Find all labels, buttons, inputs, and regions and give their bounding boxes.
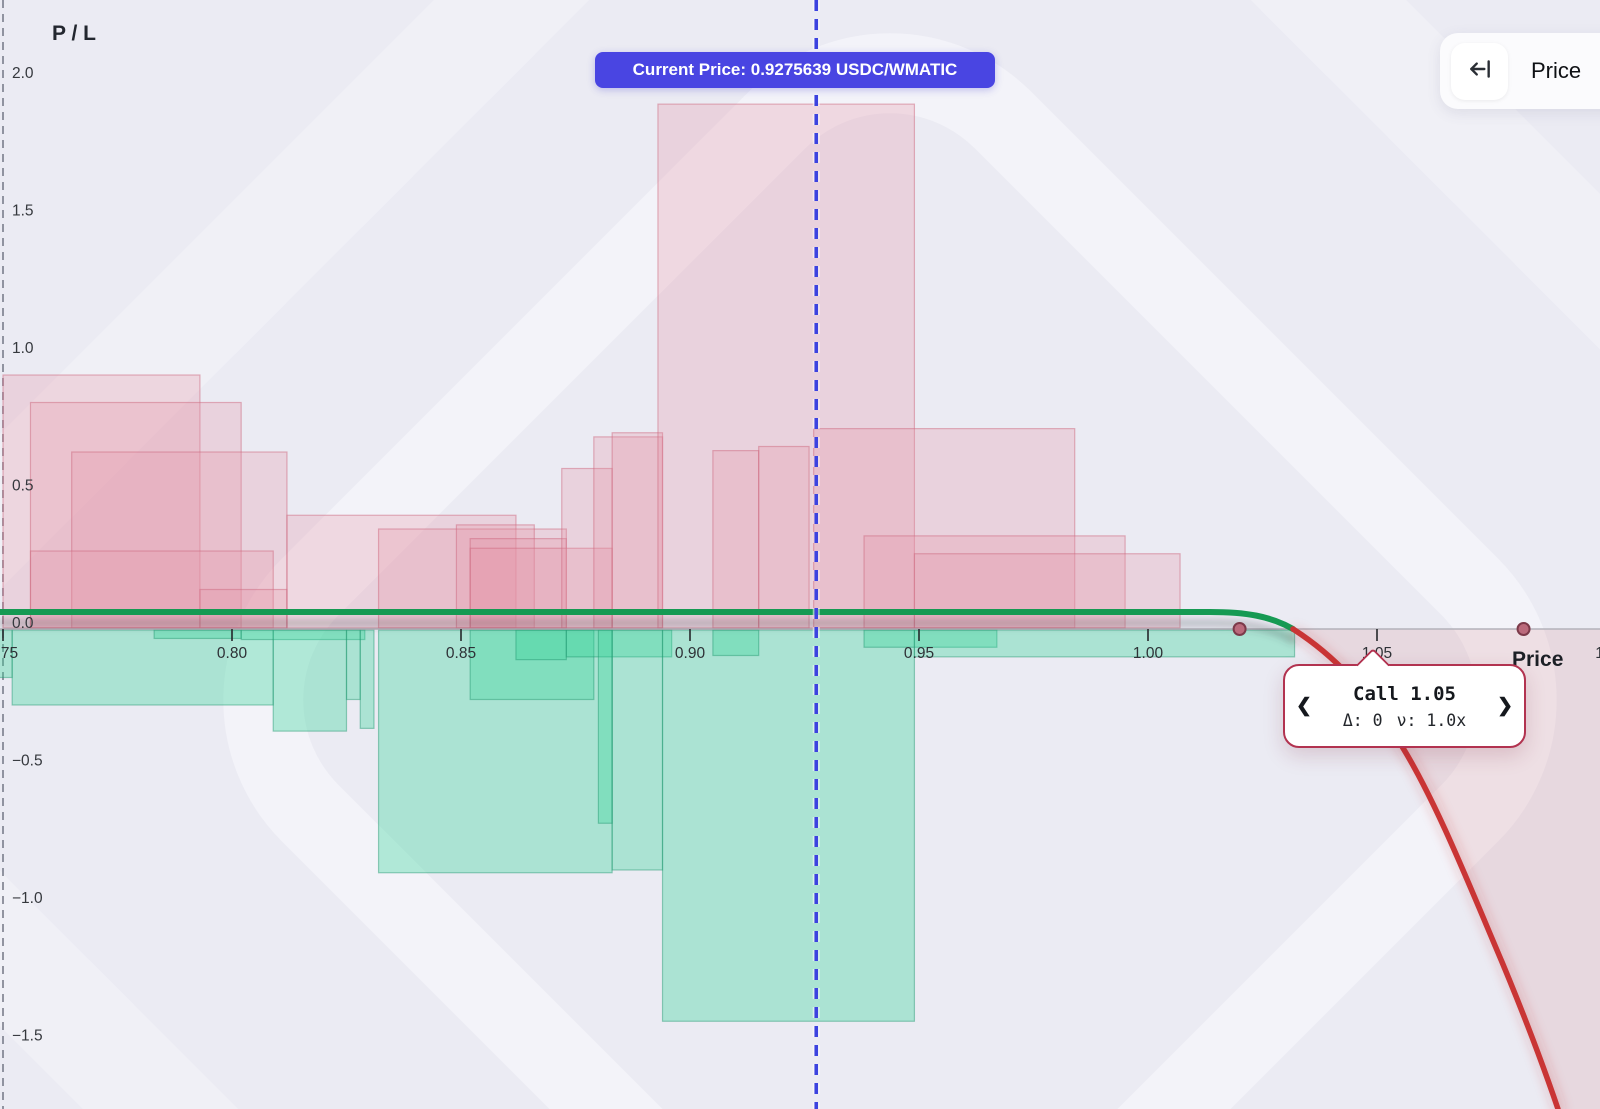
y-axis-tick-label: −1.5 [12, 1028, 43, 1045]
arrow-to-bar-icon [1467, 56, 1493, 87]
tooltip-next-button[interactable]: ❯ [1497, 695, 1513, 717]
liquidity-bar-positive [913, 553, 1181, 629]
y-axis-tick-label: 2.0 [12, 65, 34, 82]
liquidity-bar-negative [611, 629, 664, 871]
liquidity-bar-positive [2, 374, 201, 629]
x-axis-tick-label: 0.75 [0, 645, 18, 662]
y-axis-tick-label: −1.0 [12, 890, 43, 907]
x-axis-tick-label: 0.90 [675, 645, 706, 662]
liquidity-bar-negative [565, 629, 673, 658]
liquidity-bar-positive [71, 451, 288, 629]
liquidity-bar-positive [561, 467, 613, 629]
liquidity-bar-negative [913, 629, 1296, 658]
strike-range-marker[interactable] [1232, 622, 1247, 636]
liquidity-bar-negative [863, 629, 998, 648]
x-axis-title: Price [1512, 648, 1564, 671]
liquidity-bar-positive [199, 588, 288, 629]
axis-mode-panel: Price [1440, 33, 1600, 109]
tooltip-title: Call 1.05 [1353, 682, 1456, 705]
liquidity-bar-positive [758, 445, 810, 629]
liquidity-bar-negative [712, 629, 760, 657]
collapse-panel-button[interactable] [1451, 42, 1508, 100]
y-axis-tick-label: 0.0 [12, 615, 34, 632]
liquidity-bar-negative [377, 629, 613, 874]
liquidity-bar-negative [359, 629, 375, 729]
loss-region-area [1293, 629, 1600, 1109]
liquidity-bar-negative [11, 629, 274, 706]
y-axis-tick-label: −0.5 [12, 753, 43, 770]
price-mode-label: Price [1531, 58, 1582, 83]
strike-range-marker[interactable] [1516, 622, 1531, 636]
x-axis-tick-label: 1.1 [1595, 645, 1600, 662]
tooltip-delta: Δ: 0 [1342, 710, 1383, 730]
x-axis-tick-label: 0.85 [446, 645, 476, 662]
liquidity-bar-positive [611, 432, 664, 629]
position-tooltip[interactable]: ❮ Call 1.05 Δ: 0 ν: 1.0x ❯ [1283, 648, 1526, 748]
liquidity-bar-positive [593, 436, 664, 629]
liquidity-bar-negative [661, 629, 916, 1022]
liquidity-bar-positive [712, 450, 760, 629]
liquidity-bar-negative [469, 629, 595, 701]
y-axis-tick-label: 1.0 [12, 340, 34, 357]
liquidity-bar-negative [240, 629, 366, 641]
payoff-curve-profit [0, 609, 1296, 632]
y-axis-tick-label: 1.5 [12, 203, 34, 220]
tooltip-vega: ν: 1.0x [1396, 710, 1467, 730]
liquidity-bar-negative [272, 629, 348, 732]
liquidity-bar-negative [345, 629, 361, 701]
tooltip-greeks: Δ: 0 ν: 1.0x [1343, 711, 1466, 730]
y-axis-tick-label: 0.5 [12, 478, 34, 495]
x-axis-tick-label: 0.95 [904, 645, 934, 662]
current-price-badge-text: Current Price: 0.9275639 USDC/WMATIC [632, 60, 958, 79]
liquidity-bar-negative [597, 629, 613, 824]
liquidity-bar-negative [515, 629, 567, 661]
x-axis-tick-label: 1.00 [1133, 645, 1164, 662]
liquidity-bar-negative [0, 629, 13, 679]
x-axis-tick-label: 0.80 [217, 645, 248, 662]
current-price-badge: Current Price: 0.9275639 USDC/WMATIC [595, 52, 995, 88]
liquidity-bar-positive [813, 428, 1076, 629]
liquidity-bar-positive [29, 401, 242, 629]
tooltip-prev-button[interactable]: ❮ [1296, 695, 1312, 717]
liquidity-bar-negative [153, 629, 242, 640]
y-axis-title: P / L [52, 22, 96, 45]
liquidity-bar-positive [657, 103, 916, 629]
